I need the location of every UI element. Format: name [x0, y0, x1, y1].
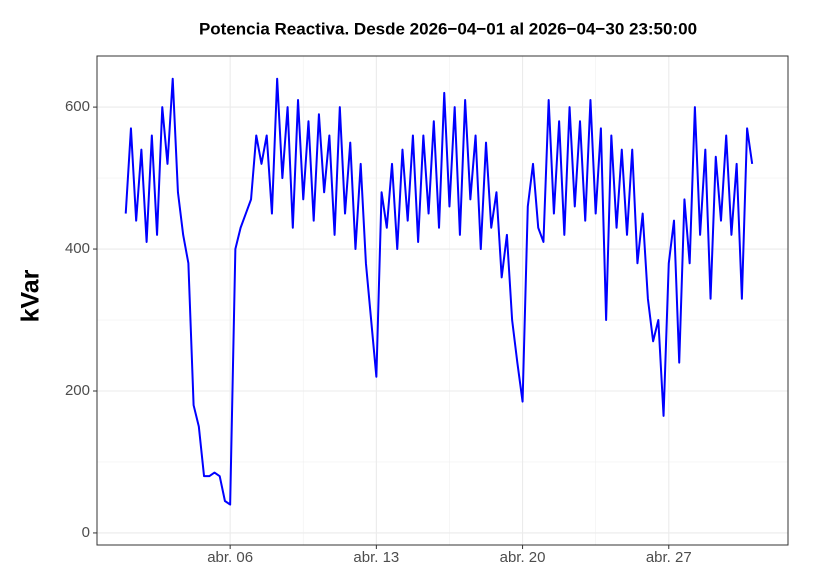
y-tick-label: 200	[65, 382, 90, 399]
panel-border	[96, 55, 789, 546]
x-tick-label: abr. 27	[646, 549, 692, 565]
y-tick-label: 600	[65, 98, 90, 115]
y-tick-label: 400	[65, 240, 90, 257]
y-axis-label: kVar	[17, 269, 45, 322]
x-tick-label: abr. 13	[353, 549, 399, 565]
y-tick-label: 0	[82, 524, 90, 541]
x-tick-label: abr. 20	[500, 549, 546, 565]
chart-title: Potencia Reactiva. Desde 2026−04−01 al 2…	[199, 19, 697, 38]
data-line	[124, 77, 754, 506]
x-tick-label: abr. 06	[207, 549, 253, 565]
